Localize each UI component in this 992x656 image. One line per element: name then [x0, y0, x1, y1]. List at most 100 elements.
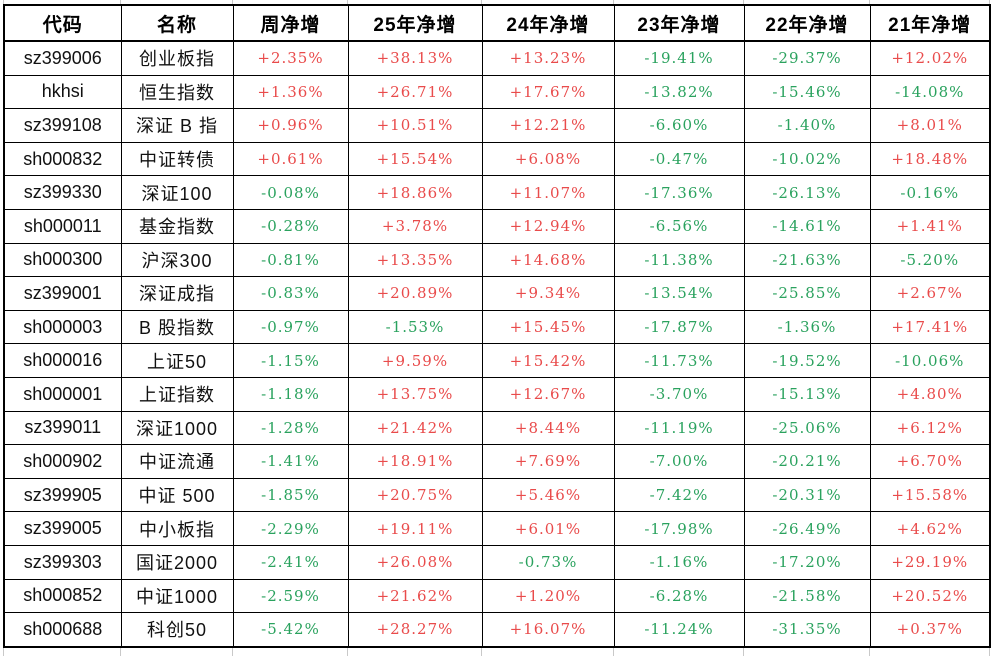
cell-value[interactable]: +11.07%	[481, 175, 615, 210]
cell-value[interactable]: -17.20%	[743, 544, 871, 580]
cell-value[interactable]: -26.49%	[743, 511, 871, 546]
cell-value[interactable]: +1.20%	[481, 578, 615, 614]
cell-value[interactable]: -17.36%	[613, 175, 745, 210]
cell-value[interactable]: -6.28%	[613, 578, 745, 614]
cell-value[interactable]: -11.38%	[613, 242, 745, 278]
col-header-2024-change[interactable]: 24年净增	[481, 4, 615, 42]
cell-value[interactable]: +13.23%	[481, 40, 615, 76]
cell-name[interactable]: 恒生指数	[120, 74, 234, 110]
cell-value[interactable]: -1.53%	[347, 309, 483, 345]
cell-value[interactable]: -3.70%	[613, 376, 745, 412]
cell-value[interactable]: +7.69%	[481, 444, 615, 479]
cell-value[interactable]: -26.13%	[743, 175, 871, 210]
cell-value[interactable]: +15.45%	[481, 309, 615, 345]
cell-value[interactable]: -7.42%	[613, 477, 745, 513]
cell-value[interactable]: +28.27%	[347, 612, 483, 648]
cell-code[interactable]: sz399001	[3, 276, 122, 311]
cell-value[interactable]: -0.47%	[613, 141, 745, 177]
cell-name[interactable]: 中证流通	[120, 444, 234, 479]
cell-value[interactable]: -14.08%	[869, 74, 991, 110]
cell-value[interactable]: +13.75%	[347, 376, 483, 412]
cell-value[interactable]: +1.36%	[232, 74, 349, 110]
cell-value[interactable]: +15.54%	[347, 141, 483, 177]
cell-code[interactable]: sh000300	[3, 242, 122, 278]
cell-value[interactable]: +5.46%	[481, 477, 615, 513]
cell-value[interactable]: -17.98%	[613, 511, 745, 546]
cell-value[interactable]: +16.07%	[481, 612, 615, 648]
cell-value[interactable]: +21.62%	[347, 578, 483, 614]
cell-value[interactable]: -1.18%	[232, 376, 349, 412]
cell-value[interactable]: -14.61%	[743, 208, 871, 244]
cell-value[interactable]: +0.96%	[232, 108, 349, 143]
cell-code[interactable]: sh000688	[3, 612, 122, 648]
cell-value[interactable]: -25.06%	[743, 410, 871, 446]
cell-value[interactable]: -1.40%	[743, 108, 871, 143]
col-header-2023-change[interactable]: 23年净增	[613, 4, 745, 42]
cell-value[interactable]: +9.34%	[481, 276, 615, 311]
cell-value[interactable]: +18.86%	[347, 175, 483, 210]
cell-code[interactable]: sh000832	[3, 141, 122, 177]
cell-name[interactable]: 科创50	[120, 612, 234, 648]
cell-value[interactable]: -2.29%	[232, 511, 349, 546]
cell-value[interactable]: +20.52%	[869, 578, 991, 614]
cell-value[interactable]: +17.67%	[481, 74, 615, 110]
cell-name[interactable]: 沪深300	[120, 242, 234, 278]
cell-code[interactable]: hkhsi	[3, 74, 122, 110]
cell-value[interactable]: -0.83%	[232, 276, 349, 311]
cell-value[interactable]: +4.62%	[869, 511, 991, 546]
cell-name[interactable]: 国证2000	[120, 544, 234, 580]
cell-code[interactable]: sz399905	[3, 477, 122, 513]
cell-name[interactable]: 深证1000	[120, 410, 234, 446]
cell-name[interactable]: 上证指数	[120, 376, 234, 412]
cell-value[interactable]: -21.63%	[743, 242, 871, 278]
cell-code[interactable]: sz399108	[3, 108, 122, 143]
cell-value[interactable]: +29.19%	[869, 544, 991, 580]
cell-value[interactable]: +12.94%	[481, 208, 615, 244]
cell-value[interactable]: -0.81%	[232, 242, 349, 278]
cell-value[interactable]: +20.75%	[347, 477, 483, 513]
cell-code[interactable]: sz399005	[3, 511, 122, 546]
cell-value[interactable]: -1.16%	[613, 544, 745, 580]
cell-value[interactable]: -10.02%	[743, 141, 871, 177]
cell-value[interactable]: +15.58%	[869, 477, 991, 513]
col-header-2025-change[interactable]: 25年净增	[347, 4, 483, 42]
cell-value[interactable]: -20.21%	[743, 444, 871, 479]
cell-value[interactable]: +10.51%	[347, 108, 483, 143]
cell-code[interactable]: sz399006	[3, 40, 122, 76]
cell-code[interactable]: sh000003	[3, 309, 122, 345]
col-header-code[interactable]: 代码	[3, 4, 122, 42]
cell-value[interactable]: +9.59%	[347, 343, 483, 378]
cell-code[interactable]: sh000001	[3, 376, 122, 412]
cell-value[interactable]: -1.36%	[743, 309, 871, 345]
cell-value[interactable]: +6.12%	[869, 410, 991, 446]
cell-name[interactable]: 基金指数	[120, 208, 234, 244]
cell-value[interactable]: +3.78%	[347, 208, 483, 244]
cell-value[interactable]: -5.42%	[232, 612, 349, 648]
cell-value[interactable]: +18.91%	[347, 444, 483, 479]
cell-value[interactable]: +12.67%	[481, 376, 615, 412]
cell-code[interactable]: sh000016	[3, 343, 122, 378]
cell-name[interactable]: 中证转债	[120, 141, 234, 177]
cell-value[interactable]: +2.35%	[232, 40, 349, 76]
cell-value[interactable]: +8.44%	[481, 410, 615, 446]
cell-value[interactable]: -0.28%	[232, 208, 349, 244]
cell-value[interactable]: +14.68%	[481, 242, 615, 278]
cell-value[interactable]: -11.73%	[613, 343, 745, 378]
cell-value[interactable]: -1.15%	[232, 343, 349, 378]
cell-value[interactable]: +19.11%	[347, 511, 483, 546]
cell-value[interactable]: -19.41%	[613, 40, 745, 76]
cell-value[interactable]: +4.80%	[869, 376, 991, 412]
cell-value[interactable]: +26.71%	[347, 74, 483, 110]
cell-value[interactable]: -0.97%	[232, 309, 349, 345]
cell-value[interactable]: -1.85%	[232, 477, 349, 513]
cell-value[interactable]: -0.16%	[869, 175, 991, 210]
cell-value[interactable]: +12.02%	[869, 40, 991, 76]
cell-value[interactable]: -15.46%	[743, 74, 871, 110]
cell-value[interactable]: -1.28%	[232, 410, 349, 446]
cell-value[interactable]: -13.54%	[613, 276, 745, 311]
cell-value[interactable]: -17.87%	[613, 309, 745, 345]
cell-value[interactable]: -2.41%	[232, 544, 349, 580]
cell-code[interactable]: sz399330	[3, 175, 122, 210]
cell-value[interactable]: -11.24%	[613, 612, 745, 648]
cell-code[interactable]: sz399011	[3, 410, 122, 446]
